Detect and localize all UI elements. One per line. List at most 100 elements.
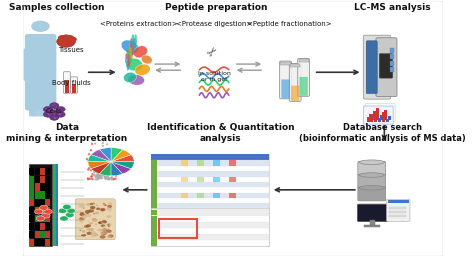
Point xyxy=(109,168,116,172)
Point xyxy=(101,160,109,164)
Point xyxy=(93,177,101,181)
Text: ✂: ✂ xyxy=(205,43,221,60)
Point xyxy=(84,176,91,180)
Point xyxy=(105,178,113,182)
Circle shape xyxy=(50,103,59,108)
Bar xyxy=(213,209,220,214)
Circle shape xyxy=(108,226,110,227)
Point xyxy=(112,162,119,166)
Circle shape xyxy=(101,231,107,235)
Circle shape xyxy=(59,113,61,114)
Point xyxy=(98,176,105,180)
Point xyxy=(106,150,113,154)
FancyBboxPatch shape xyxy=(75,199,115,240)
Wedge shape xyxy=(100,162,111,176)
Bar xyxy=(229,192,237,198)
Circle shape xyxy=(82,231,84,233)
Point xyxy=(112,174,119,178)
Circle shape xyxy=(101,222,104,224)
Circle shape xyxy=(79,230,82,231)
Bar xyxy=(35,183,39,191)
Point xyxy=(101,174,109,178)
Point xyxy=(112,177,119,181)
Bar xyxy=(151,210,157,215)
Point xyxy=(97,148,105,152)
Wedge shape xyxy=(88,162,111,169)
Point xyxy=(109,168,117,172)
Point xyxy=(92,177,100,181)
Bar xyxy=(151,160,157,166)
Point xyxy=(98,172,105,176)
Text: Body fluids: Body fluids xyxy=(52,80,91,86)
Circle shape xyxy=(48,114,50,115)
Circle shape xyxy=(55,112,56,113)
Circle shape xyxy=(65,35,74,40)
Point xyxy=(97,172,104,176)
Bar xyxy=(29,207,34,214)
Ellipse shape xyxy=(126,58,143,71)
Bar xyxy=(73,84,76,93)
Bar xyxy=(364,225,380,227)
Point xyxy=(97,172,104,177)
Circle shape xyxy=(107,215,111,218)
Circle shape xyxy=(52,105,54,106)
Bar xyxy=(46,183,51,191)
Point xyxy=(88,174,95,178)
Bar xyxy=(181,160,188,166)
Circle shape xyxy=(78,218,83,222)
FancyBboxPatch shape xyxy=(25,34,56,111)
Bar xyxy=(197,192,204,198)
Bar xyxy=(374,111,377,122)
Bar xyxy=(151,241,157,246)
Point xyxy=(93,174,100,178)
Bar xyxy=(151,214,157,219)
Circle shape xyxy=(100,235,106,239)
Circle shape xyxy=(101,220,106,223)
Point xyxy=(85,158,92,162)
Ellipse shape xyxy=(359,160,384,164)
Point xyxy=(99,164,106,169)
FancyBboxPatch shape xyxy=(282,79,290,98)
Point xyxy=(96,175,104,179)
Bar xyxy=(46,191,51,199)
Bar xyxy=(35,231,39,238)
Bar xyxy=(40,231,45,238)
Bar xyxy=(29,239,34,246)
Circle shape xyxy=(93,233,98,236)
Point xyxy=(108,170,115,175)
Bar xyxy=(229,225,237,230)
Point xyxy=(109,163,116,168)
Point xyxy=(101,175,109,179)
Circle shape xyxy=(82,215,87,218)
Point xyxy=(96,161,104,165)
Point xyxy=(97,165,105,169)
Bar xyxy=(151,241,269,246)
Point xyxy=(104,175,112,179)
Circle shape xyxy=(80,213,85,216)
Bar xyxy=(151,203,157,209)
Point xyxy=(100,171,107,175)
Circle shape xyxy=(82,219,84,220)
Point xyxy=(97,156,104,160)
Point xyxy=(105,177,112,181)
Bar xyxy=(151,198,269,203)
Circle shape xyxy=(103,232,107,234)
Bar xyxy=(35,215,39,222)
Point xyxy=(98,170,106,174)
Point xyxy=(95,173,102,178)
Point xyxy=(99,169,106,173)
Circle shape xyxy=(100,229,106,232)
Bar xyxy=(40,168,45,175)
Point xyxy=(101,176,109,180)
FancyBboxPatch shape xyxy=(379,54,393,78)
Point xyxy=(95,158,103,162)
Point xyxy=(87,148,95,152)
Bar xyxy=(197,160,204,166)
Point xyxy=(89,172,96,176)
Circle shape xyxy=(83,204,85,205)
Circle shape xyxy=(89,228,94,231)
Point xyxy=(85,152,93,156)
Point xyxy=(104,171,111,175)
Ellipse shape xyxy=(134,46,147,58)
Bar xyxy=(151,219,157,225)
